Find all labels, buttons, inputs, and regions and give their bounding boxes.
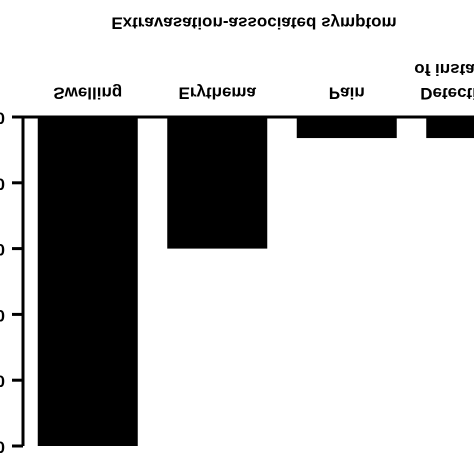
bar <box>167 117 268 249</box>
x-tick-label: Pain <box>329 84 365 103</box>
y-tick-label: 10 <box>0 174 5 193</box>
y-tick-label-group: 10 <box>0 174 5 193</box>
x-tick-label-group: Detectionof installation <box>414 60 474 103</box>
x-tick-label-group: Swelling <box>53 84 122 103</box>
bar <box>296 117 397 139</box>
y-tick-label: 0 <box>0 109 5 128</box>
y-tick-label: 20 <box>0 240 5 259</box>
y-tick-label-group: 30 <box>0 306 5 325</box>
bar <box>37 117 138 446</box>
y-tick-label-group: 40 <box>0 372 5 391</box>
x-tick-label: Swelling <box>53 84 122 103</box>
y-tick-label-group: 20 <box>0 240 5 259</box>
x-tick-label-group: Pain <box>329 84 365 103</box>
y-tick-label: 50 <box>0 438 5 457</box>
x-tick-label: Detectionof installation <box>414 60 474 103</box>
chart-title-group: Extravasation-associated symptom <box>111 14 396 33</box>
y-tick-label: 40 <box>0 372 5 391</box>
bar <box>426 117 474 139</box>
y-tick-label-group: 0 <box>0 109 5 128</box>
chart-title: Extravasation-associated symptom <box>111 14 396 33</box>
y-tick-label: 30 <box>0 306 5 325</box>
y-tick-label-group: 50 <box>0 438 5 457</box>
x-tick-label: Erythema <box>179 84 257 103</box>
x-tick-label-group: Erythema <box>179 84 257 103</box>
